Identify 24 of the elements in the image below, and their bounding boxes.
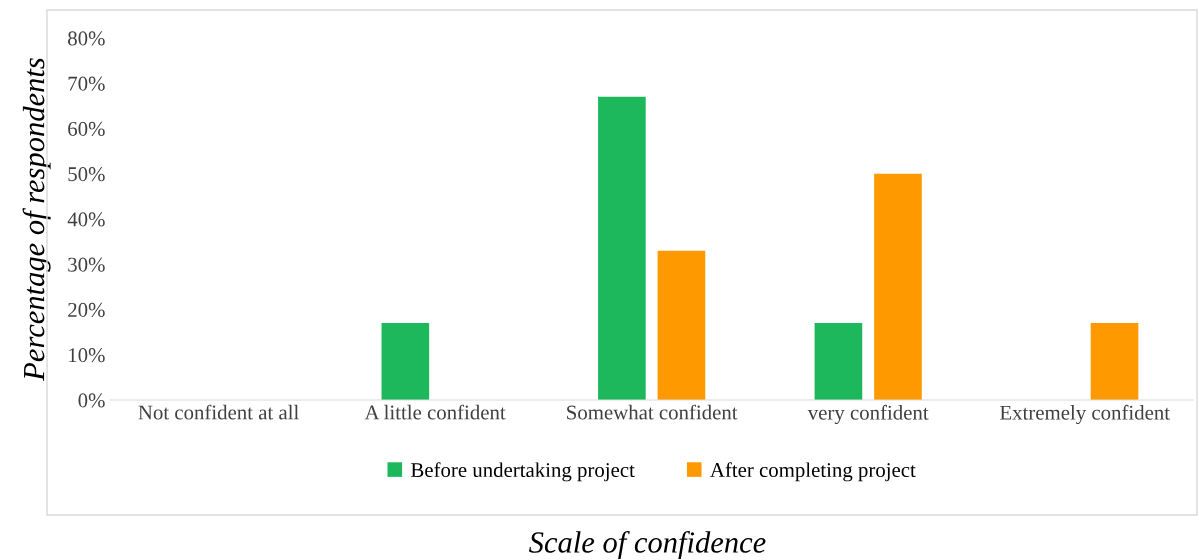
x-tick-label: A little confident	[364, 404, 506, 420]
y-tick-label: 10%	[69, 348, 105, 363]
x-tick-label: very confident	[807, 404, 929, 425]
y-axis-title: Percentage of respondents	[22, 58, 51, 381]
y-tick-label: 40%	[67, 212, 105, 227]
bar	[874, 173, 922, 400]
y-tick-label: 30%	[68, 257, 105, 272]
bar	[814, 323, 863, 400]
bar	[1090, 323, 1139, 400]
y-tick-label: 50%	[68, 167, 105, 182]
y-tick-label: 80%	[68, 31, 105, 46]
legend-label: After completing project	[710, 462, 916, 482]
y-tick-label: 20%	[68, 302, 105, 317]
y-tick-label: 0%	[78, 393, 105, 408]
bar	[598, 96, 646, 400]
bar	[657, 250, 706, 400]
x-tick-label: Somewhat confident	[567, 404, 738, 420]
x-tick-label: Not confident at all	[138, 404, 299, 420]
y-tick-label: 60%	[68, 121, 105, 136]
bar	[381, 323, 430, 400]
y-tick-label: 70%	[68, 76, 105, 91]
x-axis-title: Scale of confidence	[529, 530, 766, 560]
legend-label: Before undertaking project	[411, 462, 635, 482]
x-tick-label: Extremely confident	[1000, 404, 1170, 425]
